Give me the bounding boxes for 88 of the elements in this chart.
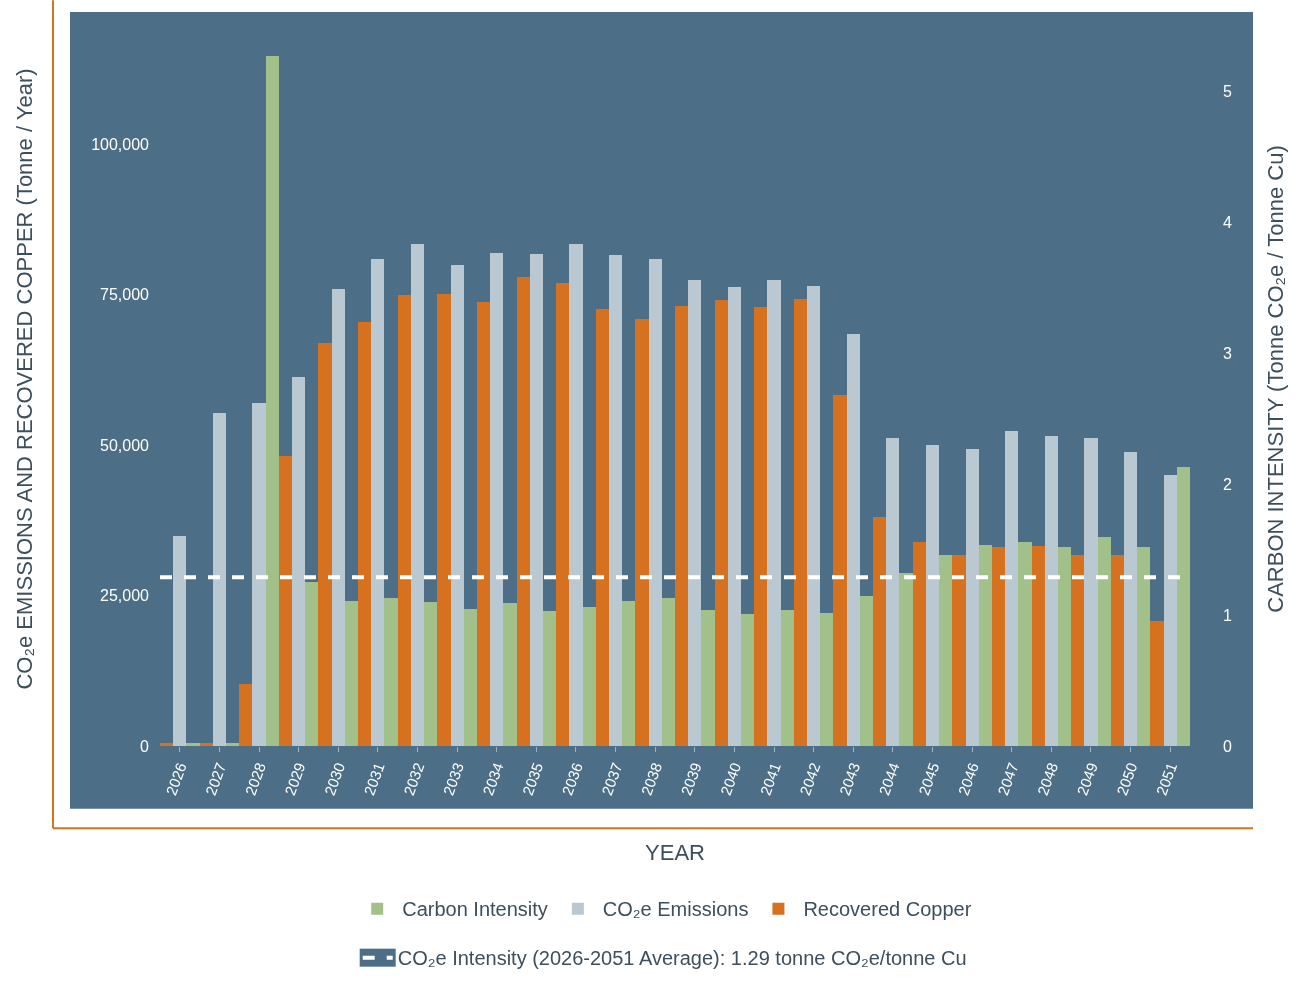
bar [503,603,517,746]
bar [318,343,332,746]
x-tick-label: 2038 [637,760,666,798]
x-tick-label: 2037 [598,760,626,798]
y-tick-label: 75,000 [100,286,150,304]
bar [807,286,820,746]
bar [477,302,490,746]
bar [490,253,503,746]
x-tick-label: 2027 [201,760,230,798]
legend-label: Carbon Intensity [402,898,548,921]
x-tick-label: 2029 [281,760,309,798]
bar [715,300,728,746]
bar [398,295,411,746]
x-tick-label: 2047 [994,760,1022,798]
bar [451,265,464,746]
bar [160,743,173,746]
y-tick-label: 100,000 [91,135,150,153]
x-tick-label: 2032 [399,760,428,798]
bar [675,306,688,746]
bar [437,294,451,746]
bar [767,280,781,746]
x-tick-label: 2026 [162,760,190,798]
bar [596,309,609,746]
bar [649,259,662,746]
bar [213,413,226,746]
x-tick-label: 2046 [954,760,982,798]
legend-label: CO₂e Emissions [602,898,749,921]
bar [609,255,622,746]
y2-tick-label: 1 [1223,606,1232,624]
x-tick-label: 2039 [677,760,705,798]
x-tick-label: 2051 [1152,760,1181,798]
bar [741,614,754,746]
bar [173,536,186,746]
x-tick-label: 2028 [241,760,269,798]
bar [543,611,556,746]
bar [754,307,767,746]
x-tick-label: 2044 [875,760,903,798]
bar [847,334,860,746]
bar [794,299,807,746]
x-tick-label: 2043 [835,760,864,798]
y2-tick-label: 3 [1223,345,1232,363]
bar [688,280,701,746]
y-tick-label: 25,000 [100,587,150,605]
bar [292,377,305,746]
x-tick-label: 2049 [1073,760,1101,798]
bar [530,254,543,746]
y2-tick-label: 2 [1223,475,1232,493]
bar [728,287,741,746]
bar [411,244,424,746]
x-tick-label: 2035 [518,760,547,798]
y-axis-title: CO₂e EMISSIONS AND RECOVERED COPPER (Tonne / Year) [11,68,37,690]
x-tick-label: 2048 [1033,760,1062,798]
legend-label: CO₂e Intensity (2026-2051 Average): 1.29 tonne CO₂e/tonne Cu [397,947,967,970]
x-tick-label: 2041 [756,760,784,798]
x-tick-label: 2033 [439,760,467,798]
bar [239,684,252,746]
x-tick-label: 2030 [320,760,349,798]
x-tick-label: 2036 [558,760,586,798]
bar [464,609,477,746]
bar [701,610,715,746]
bar [833,395,847,746]
x-tick-label: 2040 [716,760,745,798]
bar [635,319,649,746]
bar [266,56,279,746]
bar [569,244,583,746]
bar [556,283,569,746]
x-tick-label: 2050 [1113,760,1141,798]
bar [583,607,596,746]
x-tick-label: 2034 [479,760,507,798]
y2-axis-title: CARBON INTENSITY (Tonne CO₂e / Tonne Cu) [1262,145,1288,613]
y2-tick-label: 5 [1223,83,1232,101]
bar [226,743,239,746]
x-tick-label: 2045 [914,760,943,798]
bar [517,277,530,746]
y-tick-label: 0 [140,737,150,755]
y-tick-label: 50,000 [100,436,150,454]
y2-tick-label: 0 [1223,737,1232,755]
x-tick-label: 2042 [796,760,824,798]
x-tick-label: 2031 [360,760,388,798]
x-axis-title: YEAR [645,840,705,866]
bar [424,602,437,746]
bar [332,289,345,746]
legend-label: Recovered Copper [803,898,972,921]
bar [358,322,371,746]
bar [781,610,794,746]
bar [384,598,398,746]
y2-tick-label: 4 [1223,214,1232,232]
bar [371,259,384,746]
